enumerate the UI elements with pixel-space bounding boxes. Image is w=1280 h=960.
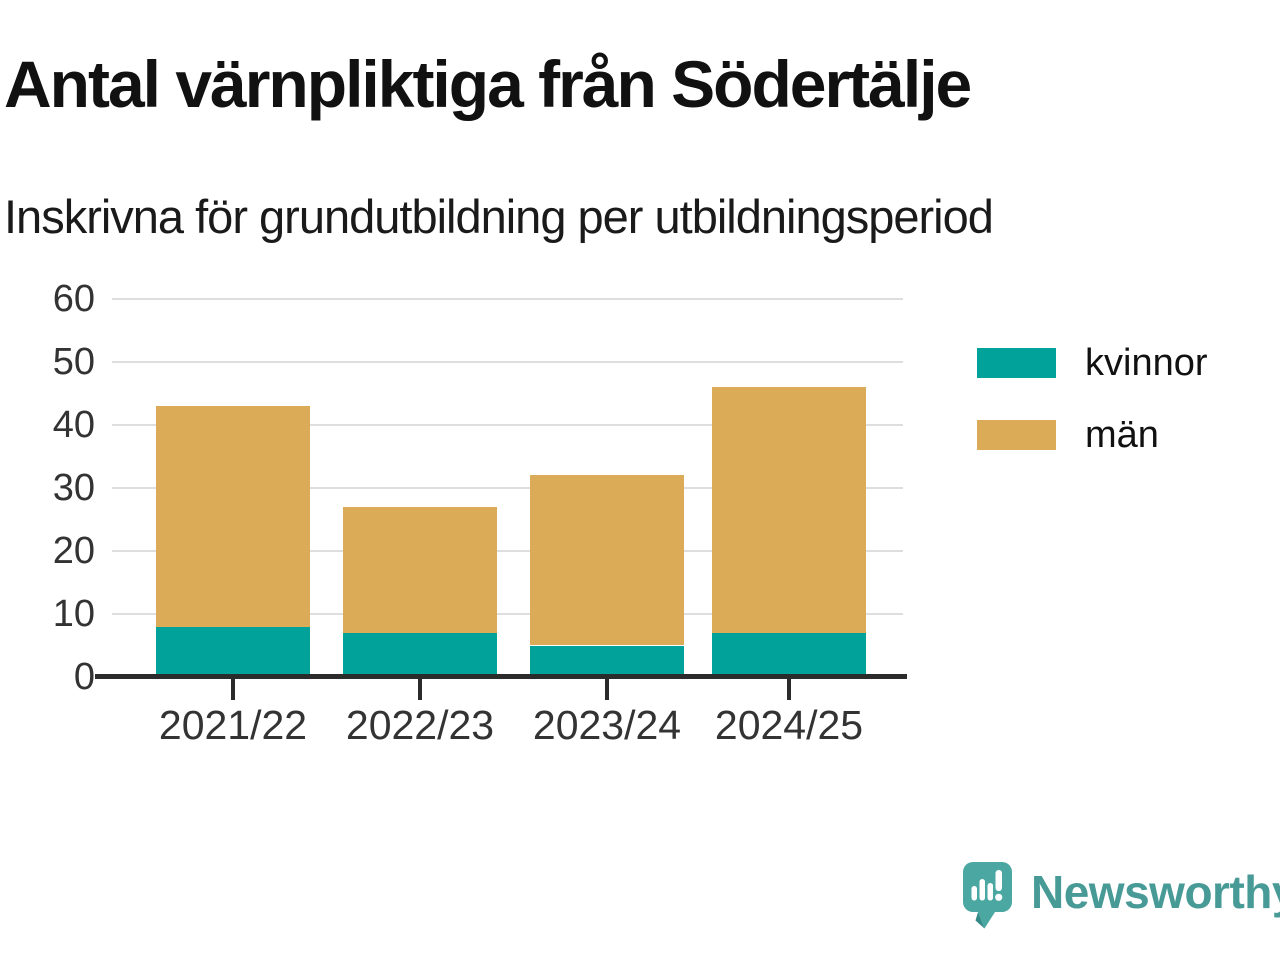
legend-item-man: män: [977, 413, 1208, 457]
newsworthy-logo-icon: [963, 862, 1012, 929]
gridline-y50: [112, 361, 903, 363]
x-axis-tick-2021/22: [231, 679, 235, 700]
y-tick-label: 10: [52, 593, 95, 635]
legend-label-kvinnor: kvinnor: [1085, 342, 1208, 384]
x-axis-tick-2022/23: [418, 679, 422, 700]
legend-item-kvinnor: kvinnor: [977, 341, 1208, 385]
brand-wordmark: Newsworthy: [1031, 866, 1280, 918]
x-axis-tick-2024/25: [787, 679, 791, 700]
gridline-y20: [112, 550, 903, 552]
x-axis-tick-2023/24: [605, 679, 609, 700]
y-tick-label: 30: [52, 467, 95, 509]
page-title: Antal värnpliktiga från Södertälje: [4, 47, 972, 121]
bar-segment-män-2021/22: [156, 406, 310, 627]
legend-swatch-man: [977, 420, 1056, 450]
y-tick-label: 40: [52, 404, 95, 446]
gridline-y40: [112, 424, 903, 426]
newsworthy-brandmark: Newsworthy: [963, 862, 1280, 929]
bar-segment-kvinnor-2022/23: [343, 632, 497, 677]
x-tick-label-2024/25: 2024/25: [714, 702, 864, 748]
gridline-y60: [112, 298, 903, 300]
legend-label-man: män: [1085, 414, 1159, 456]
x-tick-label-2021/22: 2021/22: [158, 702, 308, 748]
y-tick-label: 20: [52, 530, 95, 572]
legend-swatch-kvinnor: [977, 348, 1056, 378]
bar-segment-män-2023/24: [530, 475, 684, 646]
chart-subtitle: Inskrivna för grundutbildning per utbild…: [4, 190, 994, 243]
bar-segment-män-2022/23: [343, 506, 497, 633]
y-tick-label: 0: [73, 656, 95, 698]
legend: kvinnor män: [977, 341, 1208, 485]
bar-segment-män-2024/25: [712, 387, 866, 633]
x-tick-label-2022/23: 2022/23: [345, 702, 495, 748]
gridline-y30: [112, 487, 903, 489]
bar-segment-kvinnor-2024/25: [712, 632, 866, 677]
x-axis-line: [95, 674, 907, 679]
bar-segment-kvinnor-2021/22: [156, 626, 310, 677]
x-tick-label-2023/24: 2023/24: [532, 702, 682, 748]
gridline-y10: [112, 613, 903, 615]
y-tick-label: 60: [52, 278, 95, 320]
y-tick-label: 50: [52, 341, 95, 383]
bar-segment-kvinnor-2023/24: [530, 645, 684, 677]
